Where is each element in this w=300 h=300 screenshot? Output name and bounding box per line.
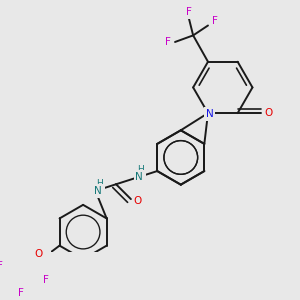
Text: N: N <box>206 109 214 119</box>
Text: F: F <box>212 16 218 26</box>
Text: F: F <box>0 261 3 271</box>
Text: N: N <box>94 186 102 196</box>
Text: F: F <box>186 7 192 17</box>
Text: O: O <box>264 108 272 118</box>
Text: O: O <box>35 249 43 259</box>
Text: F: F <box>18 288 24 298</box>
Text: O: O <box>133 196 142 206</box>
Text: H: H <box>137 165 144 174</box>
Text: N: N <box>135 172 143 182</box>
Text: F: F <box>43 275 49 285</box>
Text: H: H <box>96 179 103 188</box>
Text: F: F <box>166 37 171 47</box>
